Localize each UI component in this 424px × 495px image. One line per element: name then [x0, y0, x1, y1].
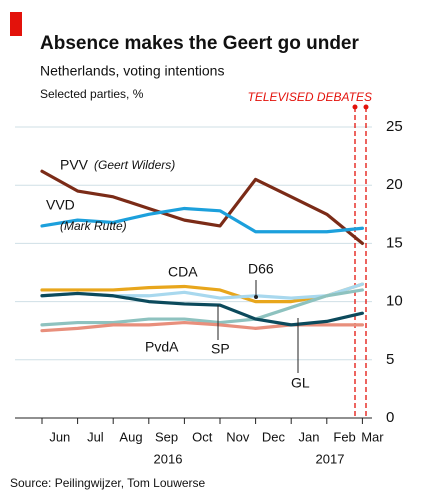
x-tick-label: Aug [119, 429, 142, 444]
leader-dot [254, 295, 258, 299]
y-tick-label: 10 [386, 293, 403, 310]
series-line [40, 291, 364, 327]
x-tick-label: Jun [49, 429, 70, 444]
source: Source: Peilingwijzer, Tom Louwerse [10, 476, 206, 490]
chart-subtitle: Netherlands, voting intentions [40, 63, 224, 79]
y-tick-label: 20 [386, 176, 403, 193]
x-tick-label: Oct [192, 429, 213, 444]
debate-dot [352, 104, 358, 110]
annotation: (Mark Rutte) [60, 219, 127, 233]
series-line [40, 288, 364, 327]
y-tick-label: 0 [386, 409, 394, 426]
y-tick-label: 15 [386, 234, 403, 251]
year-label: 2016 [154, 451, 183, 466]
annotation: (Geert Wilders) [94, 158, 175, 172]
brand-tag [10, 12, 22, 36]
debate-dot [363, 104, 369, 110]
series-line [40, 206, 364, 234]
x-tick-label: Dec [262, 429, 286, 444]
series-label: CDA [168, 264, 198, 280]
series-label: D66 [248, 261, 274, 277]
debate-markers [352, 104, 369, 418]
series-label: SP [211, 341, 230, 357]
series-line [40, 282, 364, 304]
x-tick-label: Jan [299, 429, 320, 444]
series-line [40, 169, 364, 245]
x-tick-label: Mar [361, 429, 384, 444]
y-tick-label: 5 [386, 351, 394, 368]
x-tick-label: Jul [87, 429, 104, 444]
series-line [40, 320, 364, 333]
series-label: PVV [60, 157, 89, 173]
debates-label: TELEVISED DEBATES [248, 90, 372, 104]
y-axis-label: Selected parties, % [40, 87, 144, 101]
x-tick-label: Feb [333, 429, 355, 444]
series-label: VVD [46, 197, 75, 213]
x-tick-label: Nov [226, 429, 250, 444]
series-label: PvdA [145, 339, 179, 355]
year-label: 2017 [316, 451, 345, 466]
y-tick-label: 25 [386, 118, 403, 135]
chart-title: Absence makes the Geert go under [40, 33, 359, 54]
x-tick-label: Sep [155, 429, 178, 444]
series-label: GL [291, 375, 310, 391]
